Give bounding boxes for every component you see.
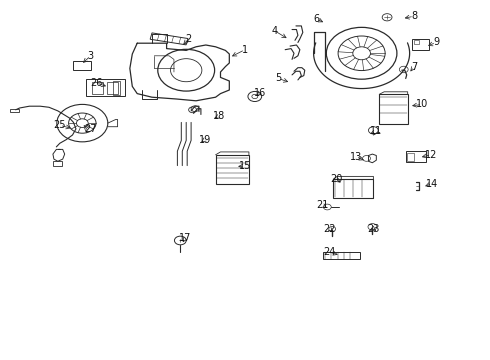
- Text: 5: 5: [275, 73, 281, 84]
- Bar: [92, 82, 103, 94]
- Text: 12: 12: [425, 150, 438, 160]
- Text: 21: 21: [316, 200, 329, 210]
- Text: 10: 10: [416, 99, 428, 109]
- Bar: [113, 81, 120, 95]
- Bar: [107, 82, 118, 94]
- Text: 13: 13: [349, 152, 362, 162]
- Text: 9: 9: [433, 37, 439, 48]
- Bar: [53, 161, 62, 166]
- Text: 19: 19: [199, 135, 211, 145]
- Text: 20: 20: [330, 174, 343, 184]
- Text: 22: 22: [323, 224, 336, 234]
- Bar: [10, 109, 19, 112]
- Text: 17: 17: [179, 233, 192, 243]
- Bar: [333, 179, 373, 198]
- Text: 27: 27: [84, 124, 97, 134]
- Bar: [406, 151, 426, 162]
- Text: 3: 3: [88, 51, 94, 61]
- Bar: [407, 153, 414, 161]
- Text: 26: 26: [90, 78, 102, 88]
- Text: 18: 18: [214, 111, 225, 121]
- Text: 2: 2: [186, 34, 192, 44]
- Bar: [73, 61, 91, 70]
- Text: 15: 15: [239, 161, 251, 171]
- Bar: [86, 79, 125, 96]
- Text: 24: 24: [323, 247, 336, 257]
- Bar: [414, 40, 419, 44]
- Text: 6: 6: [313, 14, 319, 24]
- Text: 1: 1: [242, 45, 248, 55]
- Text: 23: 23: [367, 224, 380, 234]
- Text: 7: 7: [411, 62, 417, 72]
- Text: 4: 4: [271, 26, 277, 36]
- Bar: [323, 252, 360, 259]
- Bar: [412, 39, 429, 50]
- Bar: [216, 155, 249, 184]
- Text: 25: 25: [53, 120, 66, 130]
- Text: 14: 14: [426, 179, 439, 189]
- Bar: [379, 94, 408, 124]
- Text: 8: 8: [411, 11, 417, 21]
- Text: 16: 16: [254, 88, 266, 98]
- Text: 11: 11: [370, 126, 382, 136]
